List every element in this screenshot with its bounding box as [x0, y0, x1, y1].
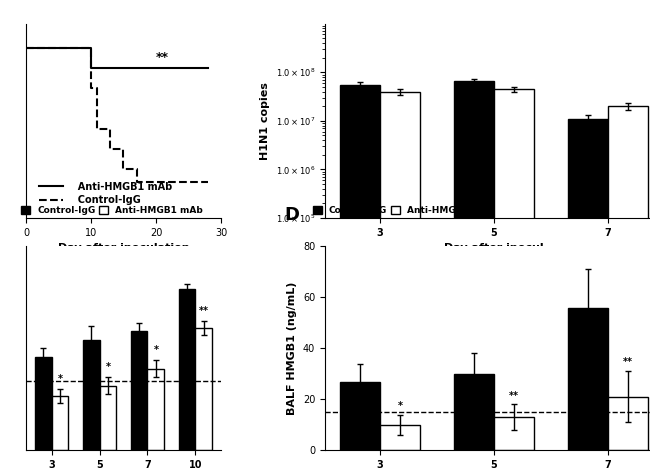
- Legend:   Anti-HMGB1 mAb,   Control-IgG: Anti-HMGB1 mAb, Control-IgG: [34, 178, 176, 210]
- Bar: [196, 328, 212, 450]
- Bar: [51, 396, 68, 450]
- Text: **: **: [623, 357, 632, 367]
- Bar: [608, 106, 647, 474]
- Bar: [83, 340, 99, 450]
- Bar: [148, 369, 164, 450]
- Bar: [341, 382, 380, 450]
- Text: *: *: [398, 401, 402, 411]
- Bar: [494, 417, 534, 450]
- Text: D: D: [285, 206, 300, 224]
- Text: **: **: [509, 391, 519, 401]
- Text: B: B: [285, 0, 298, 2]
- Bar: [568, 119, 608, 474]
- Bar: [380, 91, 420, 474]
- Bar: [454, 82, 494, 474]
- Text: *: *: [105, 362, 110, 372]
- Bar: [494, 89, 534, 474]
- Bar: [99, 386, 116, 450]
- Text: **: **: [199, 306, 209, 316]
- Legend: Control-IgG, Anti-HMGB1 mAb: Control-IgG, Anti-HMGB1 mAb: [21, 206, 203, 215]
- Bar: [380, 425, 420, 450]
- X-axis label: Day after inocul: Day after inocul: [444, 243, 544, 253]
- Bar: [454, 374, 494, 450]
- Bar: [179, 289, 196, 450]
- Legend: Control-IgG, Anti-HMGB1 mAb: Control-IgG, Anti-HMGB1 mAb: [313, 206, 495, 215]
- Y-axis label: BALF HMGB1 (ng/mL): BALF HMGB1 (ng/mL): [287, 282, 297, 415]
- Text: **: **: [156, 51, 169, 64]
- Y-axis label: H1N1 copies: H1N1 copies: [260, 82, 270, 160]
- Bar: [35, 357, 51, 450]
- Bar: [568, 308, 608, 450]
- Text: *: *: [153, 345, 159, 355]
- Bar: [608, 397, 647, 450]
- Text: *: *: [57, 374, 62, 384]
- X-axis label: Day after inoculation: Day after inoculation: [58, 243, 189, 253]
- Bar: [131, 331, 148, 450]
- Bar: [341, 85, 380, 474]
